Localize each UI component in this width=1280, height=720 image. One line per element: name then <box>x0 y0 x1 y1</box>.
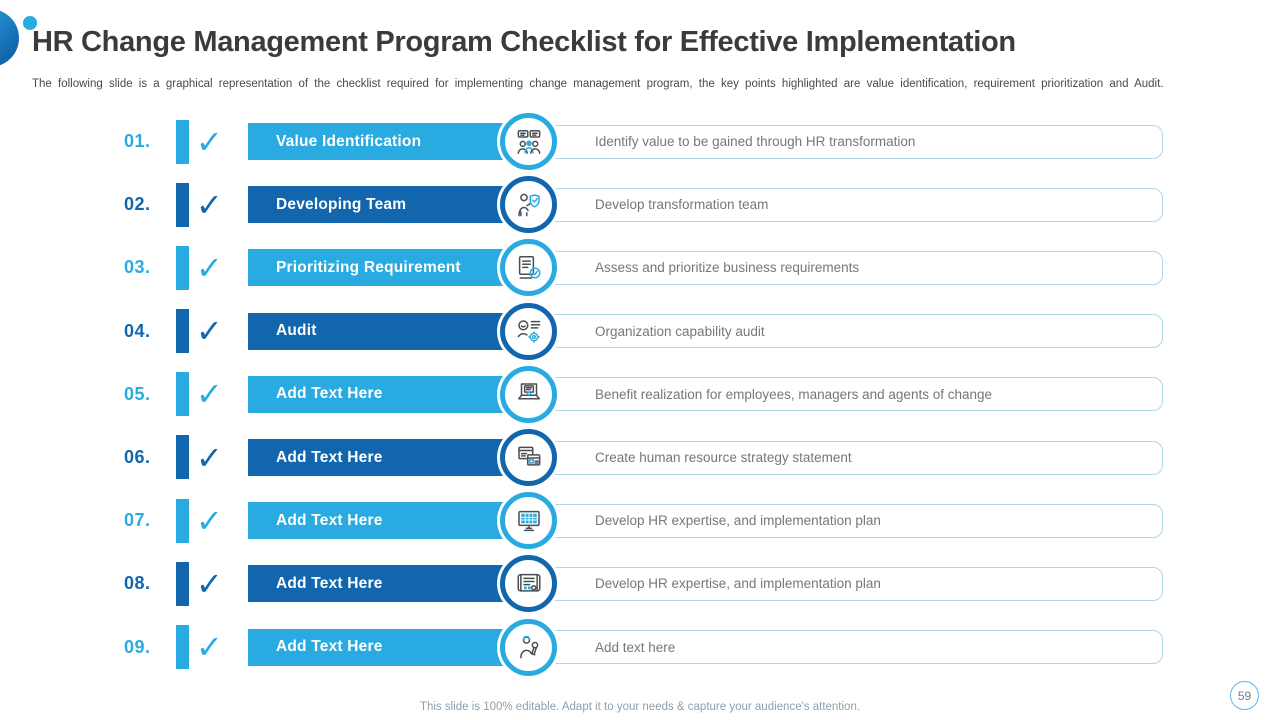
row-accent-bar <box>176 625 189 669</box>
row-accent-bar <box>176 435 189 480</box>
row-accent-bar <box>176 245 189 290</box>
checkmark-icon: ✓ <box>196 312 223 351</box>
checkmark-icon: ✓ <box>196 438 223 477</box>
row-number: 09. <box>124 636 151 657</box>
row-number: 01. <box>124 131 151 152</box>
row-label: Add Text Here <box>248 439 520 477</box>
row-label: Developing Team <box>248 186 520 224</box>
footer-note: This slide is 100% editable. Adapt it to… <box>419 701 861 713</box>
row-accent-bar <box>176 498 189 543</box>
implementation-plan-icon <box>500 555 557 613</box>
checklist-row: 09. ✓ Add Text Here Add text here <box>0 616 1280 679</box>
row-description: Assess and prioritize business requireme… <box>528 250 1163 285</box>
row-label: Add Text Here <box>248 375 520 413</box>
monitor-data-icon <box>500 492 557 550</box>
team-discussion-icon <box>500 113 557 171</box>
checkmark-icon: ✓ <box>196 564 223 603</box>
checkmark-icon: ✓ <box>196 501 223 540</box>
row-description: Develop HR expertise, and implementation… <box>528 566 1163 601</box>
row-number: 06. <box>124 447 151 468</box>
checkmark-icon: ✓ <box>196 185 223 224</box>
checklist-row: 07. ✓ Add Text Here Develop HR expertise… <box>0 489 1280 552</box>
row-accent-bar <box>176 119 189 164</box>
row-accent-bar <box>176 309 189 354</box>
capability-audit-icon <box>500 302 557 360</box>
row-number: 05. <box>124 383 151 404</box>
row-number: 03. <box>124 257 151 278</box>
slide-subtitle: The following slide is a graphical repre… <box>32 78 1164 90</box>
row-label: Add Text Here <box>248 502 520 540</box>
page-number-badge: 59 <box>1230 681 1259 710</box>
row-description: Benefit realization for employees, manag… <box>528 377 1163 412</box>
checkmark-icon: ✓ <box>196 628 223 667</box>
row-number: 08. <box>124 573 151 594</box>
worker-tools-icon <box>500 618 557 676</box>
row-description: Develop transformation team <box>528 187 1163 222</box>
team-leader-icon <box>500 176 557 234</box>
row-description: Develop HR expertise, and implementation… <box>528 503 1163 538</box>
row-label: Audit <box>248 312 520 350</box>
checklist-row: 03. ✓ Prioritizing Requirement Assess an… <box>0 236 1280 299</box>
row-label: Add Text Here <box>248 628 520 666</box>
row-description: Organization capability audit <box>528 314 1163 349</box>
row-accent-bar <box>176 372 189 417</box>
row-label: Value Identification <box>248 123 520 161</box>
laptop-certificate-icon <box>500 365 557 423</box>
row-label: Add Text Here <box>248 565 520 603</box>
checklist-row: 05. ✓ Add Text Here Benefit realization … <box>0 363 1280 426</box>
checklist-row: 06. ✓ Add Text Here Create human resourc… <box>0 426 1280 489</box>
row-accent-bar <box>176 561 189 606</box>
checkmark-icon: ✓ <box>196 248 223 287</box>
page-title: HR Change Management Program Checklist f… <box>32 26 1016 58</box>
document-check-icon <box>500 239 557 297</box>
row-label: Prioritizing Requirement <box>248 249 520 287</box>
checkmark-icon: ✓ <box>196 375 223 414</box>
row-description: Identify value to be gained through HR t… <box>528 124 1163 159</box>
decorative-sphere <box>0 9 19 67</box>
checklist-row: 01. ✓ Value Identification Identify valu… <box>0 110 1280 173</box>
row-accent-bar <box>176 182 189 227</box>
row-description: Create human resource strategy statement <box>528 440 1163 475</box>
checklist-row: 08. ✓ Add Text Here Develop HR expertise… <box>0 552 1280 615</box>
decorative-dot <box>23 16 37 30</box>
row-number: 07. <box>124 510 151 531</box>
checklist-row: 04. ✓ Audit Organization capability audi… <box>0 300 1280 363</box>
row-description: Add text here <box>528 630 1163 665</box>
page-number: 59 <box>1237 688 1252 703</box>
strategy-document-icon <box>500 429 557 487</box>
checkmark-icon: ✓ <box>196 122 223 161</box>
row-number: 04. <box>124 320 151 341</box>
checklist: 01. ✓ Value Identification Identify valu… <box>0 110 1280 679</box>
checklist-row: 02. ✓ Developing Team Develop transforma… <box>0 173 1280 236</box>
row-number: 02. <box>124 194 151 215</box>
